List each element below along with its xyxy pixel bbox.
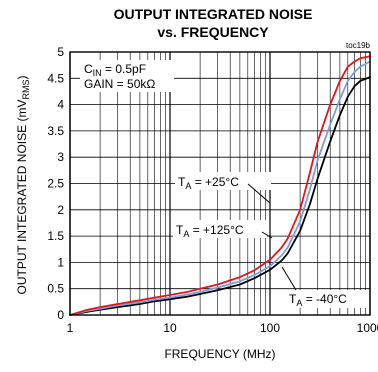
label-25c-sub: A: [185, 181, 191, 191]
annotation-bg-25c: [175, 172, 271, 190]
y-tick-label: 2: [57, 203, 64, 217]
series-line-ta_25: [69, 55, 371, 316]
plot-frame: [69, 51, 371, 316]
x-tick-label: 100: [260, 321, 280, 335]
y-tick-label: 3.5: [47, 124, 64, 138]
label-m40c-sub: A: [296, 298, 302, 308]
y-axis-label-close: ): [15, 76, 29, 80]
label-m40c: TA = -40°C: [289, 292, 347, 308]
y-axis-label-main: OUTPUT INTEGRATED NOISE (mV: [15, 100, 29, 295]
y-axis-label: OUTPUT INTEGRATED NOISE (mVRMS): [15, 76, 31, 295]
series-line-ta_m40: [69, 76, 371, 316]
series-annotation-m40c: TA = -40°C: [281, 266, 366, 308]
figure-id: toc19b: [346, 41, 371, 50]
label-125c-main: T: [176, 223, 184, 237]
annotation-bg-125c: [173, 220, 267, 238]
cin-label: CIN = 0.5pF: [84, 62, 146, 78]
x-tick-label: 1: [67, 321, 74, 335]
leader-125c: [261, 231, 273, 239]
chart-title-line2: vs. FREQUENCY: [157, 24, 269, 40]
x-tick-label: 10: [163, 321, 177, 335]
label-125c: TA = +125°C: [176, 223, 244, 239]
label-25c-value: = +25°C: [191, 175, 239, 189]
cin-value: = 0.5pF: [102, 62, 146, 76]
label-125c-value: = +125°C: [189, 223, 244, 237]
y-tick-label: 5: [57, 45, 64, 59]
x-tick-labels: 1 10 100 1000: [67, 321, 378, 335]
label-m40c-main: T: [289, 292, 297, 306]
y-axis-label-sub: RMS: [21, 80, 31, 100]
leader-25c: [247, 183, 271, 204]
y-tick-label: 2.5: [47, 177, 64, 191]
y-tick-label: 4: [57, 98, 64, 112]
y-tick-label: 0: [57, 308, 64, 322]
cin-sub: IN: [93, 68, 102, 78]
label-125c-sub: A: [183, 229, 189, 239]
gain-label: GAIN = 50kΩ: [84, 77, 155, 91]
x-tick-label: 1000: [357, 321, 378, 335]
leader-m40c: [281, 266, 297, 291]
series-annotation-125c: TA = +125°C: [173, 220, 273, 239]
conditions-annotation: CIN = 0.5pF GAIN = 50kΩ: [80, 60, 174, 92]
annotation-bg-m40c: [286, 290, 366, 308]
y-tick-labels: 0 0.5 1 1.5 2 2.5 3 3.5 4 4.5 5: [47, 45, 64, 322]
y-tick-label: 1.5: [47, 229, 64, 243]
cin-main: C: [84, 62, 93, 76]
y-tick-label: 1: [57, 255, 64, 269]
series-annotation-25c: TA = +25°C: [175, 172, 271, 204]
y-tick-label: 0.5: [47, 282, 64, 296]
y-tick-label: 3: [57, 150, 64, 164]
x-axis-label: FREQUENCY (MHz): [164, 347, 275, 361]
series-line-ta_125: [69, 60, 371, 316]
label-m40c-value: = -40°C: [302, 292, 347, 306]
y-tick-label: 4.5: [47, 71, 64, 85]
label-25c-main: T: [178, 175, 186, 189]
conditions-background: [80, 60, 174, 92]
label-25c: TA = +25°C: [178, 175, 239, 191]
series-lines: [69, 55, 371, 316]
chart-title-line1: OUTPUT INTEGRATED NOISE: [114, 6, 313, 22]
